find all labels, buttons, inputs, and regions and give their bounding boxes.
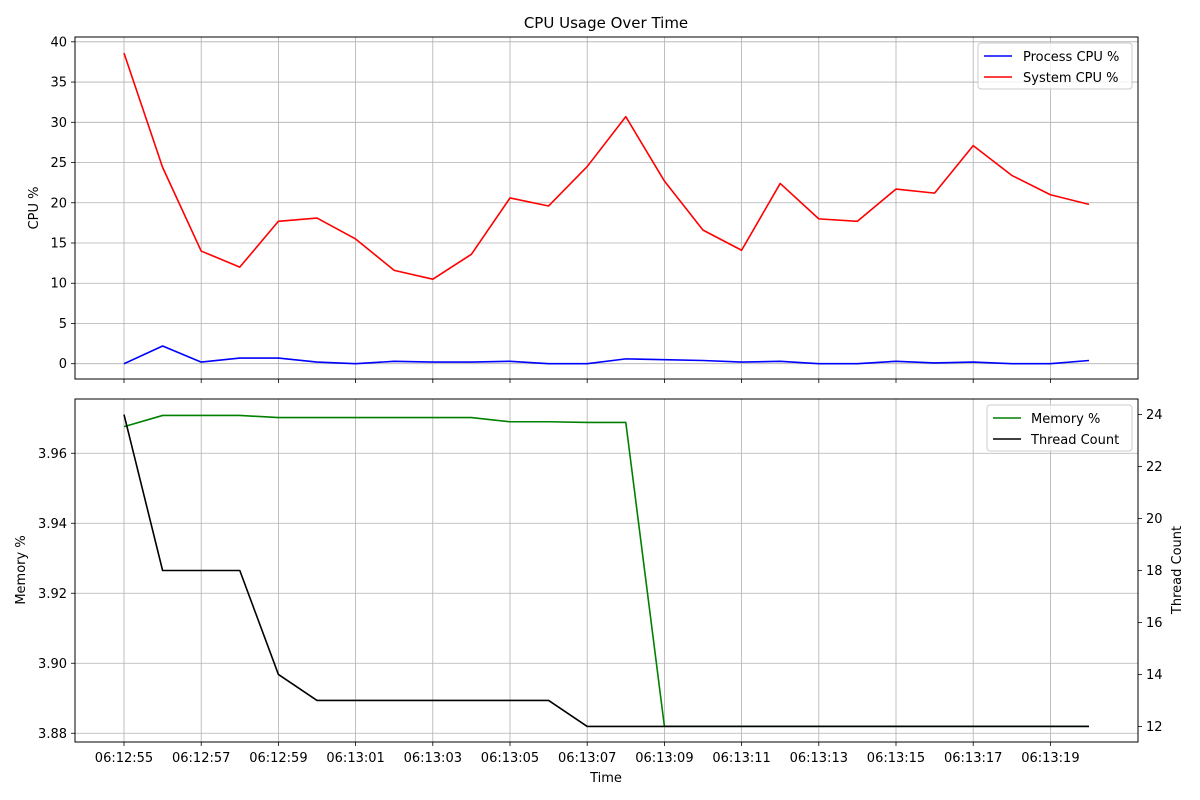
cpu-y-axis-label: CPU % [27,187,42,230]
cpu-gridlines [75,37,1138,379]
cpu-y-tick-label: 25 [50,156,67,171]
thread-y-tick-label: 24 [1146,408,1163,423]
legend-label-thread-count: Thread Count [1030,433,1119,448]
series-line-thread-count [123,414,1089,728]
time-x-tick-label: 06:13:01 [326,751,384,766]
thread-y-tick-label: 18 [1146,564,1163,579]
time-x-axis-label: Time [589,771,622,786]
cpu-y-tick-label: 40 [50,35,67,50]
time-x-tick-label: 06:12:57 [172,751,230,766]
time-x-ticks: 06:12:55 06:12:57 06:12:59 06:13:01 06:13:03… [95,742,1080,766]
cpu-legend-box [977,42,1133,90]
thread-y-axis-label: Thread Count [1170,526,1185,615]
cpu-axes-frame [74,36,1139,380]
time-x-tick-label: 06:13:03 [404,751,462,766]
series-line-system-cpu [123,52,1090,281]
series-line-process-cpu [123,345,1090,365]
time-x-tick-label: 06:13:11 [712,751,770,766]
memory-y-tick-label: 3.88 [38,727,67,742]
cpu-x-ticks [123,379,1051,383]
time-x-tick-label: 06:13:05 [481,751,539,766]
thread-y-ticks: 12 14 16 18 20 22 24 [1138,408,1163,735]
time-x-tick-label: 06:13:09 [635,751,693,766]
cpu-legend: Process CPU % System CPU % [977,42,1133,90]
memory-threads-panel: 3.88 3.90 3.92 3.94 3.96 12 14 16 18 20 22 24 06:1… [14,398,1185,786]
thread-y-tick-label: 22 [1146,460,1163,475]
memory-y-tick-label: 3.90 [38,657,67,672]
cpu-chart-title: CPU Usage Over Time [524,14,688,32]
cpu-y-tick-label: 30 [50,116,67,131]
time-x-tick-label: 06:13:19 [1021,751,1079,766]
legend-label-system-cpu: System CPU % [1023,71,1119,86]
memory-y-tick-label: 3.94 [38,517,67,532]
time-x-tick-label: 06:13:13 [790,751,848,766]
thread-y-tick-label: 20 [1146,512,1163,527]
cpu-y-tick-label: 35 [50,76,67,91]
cpu-y-tick-label: 5 [59,317,67,332]
thread-y-tick-label: 14 [1146,668,1163,683]
cpu-usage-panel: CPU Usage Over Time 0 5 10 15 20 25 30 35 40 CPU… [27,14,1139,383]
memory-gridlines [75,399,1138,742]
memory-legend: Memory % Thread Count [986,404,1133,452]
memory-y-axis-label: Memory % [14,535,29,604]
time-x-tick-label: 06:13:07 [558,751,616,766]
cpu-y-tick-label: 15 [50,237,67,252]
cpu-y-tick-label: 0 [59,357,67,372]
time-x-tick-label: 06:13:17 [944,751,1002,766]
time-x-tick-label: 06:12:59 [249,751,307,766]
memory-thread-series-lines [123,414,1089,728]
time-x-tick-label: 06:13:15 [867,751,925,766]
memory-y-tick-label: 3.92 [38,587,67,602]
cpu-y-tick-label: 10 [50,277,67,292]
legend-label-process-cpu: Process CPU % [1023,50,1119,65]
thread-y-tick-label: 12 [1146,720,1163,735]
cpu-y-tick-label: 20 [50,196,67,211]
time-x-tick-label: 06:12:55 [95,751,153,766]
memory-legend-box [986,404,1133,452]
cpu-series-lines [123,52,1090,365]
legend-label-memory: Memory % [1031,412,1100,427]
memory-y-ticks: 3.88 3.90 3.92 3.94 3.96 [38,447,75,742]
memory-y-tick-label: 3.96 [38,447,67,462]
thread-y-tick-label: 16 [1146,616,1163,631]
cpu-y-ticks: 0 5 10 15 20 25 30 35 40 [50,35,75,372]
